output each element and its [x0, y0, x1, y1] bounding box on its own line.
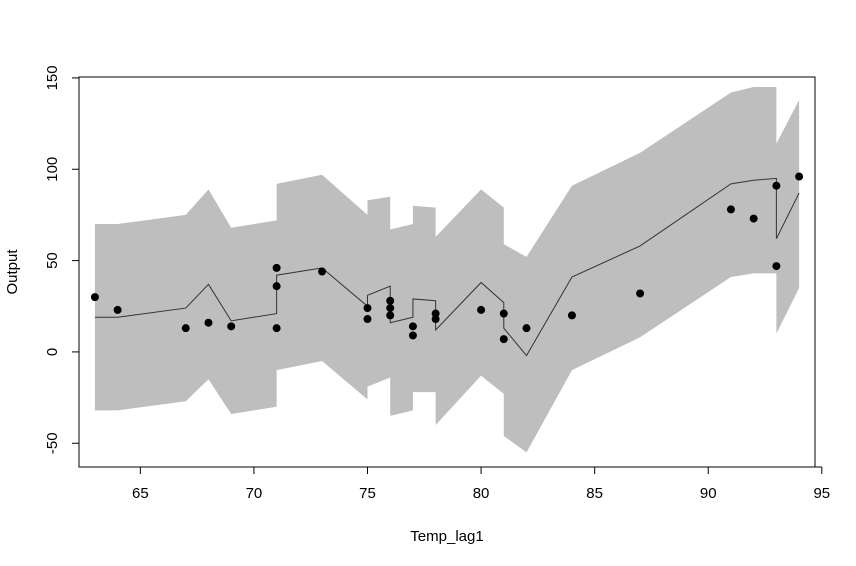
data-point	[272, 324, 281, 333]
x-axis: 65 70 75 80 85 90 95	[132, 466, 830, 502]
data-point	[181, 324, 190, 333]
data-point	[363, 315, 372, 324]
x-tick-label: 85	[586, 485, 603, 502]
data-point	[272, 282, 281, 291]
data-point	[522, 324, 531, 333]
y-axis-label: Output	[4, 249, 21, 295]
x-tick-label: 80	[473, 485, 490, 502]
data-point	[408, 322, 417, 331]
data-point	[204, 318, 213, 327]
y-tick-label: 100	[44, 157, 61, 182]
data-point	[636, 289, 645, 298]
data-point	[567, 311, 576, 320]
data-point	[363, 304, 372, 313]
fit-line	[94, 177, 800, 357]
data-point	[386, 311, 395, 320]
y-tick-label: 0	[44, 348, 61, 356]
data-point	[113, 305, 122, 314]
data-point	[499, 309, 508, 318]
data-point	[772, 262, 781, 271]
data-point	[408, 331, 417, 340]
y-tick-label: -50	[44, 432, 61, 454]
x-tick-label: 70	[246, 485, 263, 502]
y-axis: -50 0 50 100 150	[44, 65, 80, 454]
data-point	[772, 181, 781, 190]
data-point	[726, 205, 735, 214]
x-tick-label: 75	[359, 485, 376, 502]
prediction-band-layer	[94, 87, 800, 453]
data-point	[227, 322, 236, 331]
x-axis-label: Temp_lag1	[410, 528, 483, 545]
data-point	[795, 172, 804, 181]
data-point	[386, 304, 395, 313]
data-point	[272, 263, 281, 272]
x-tick-label: 95	[813, 485, 830, 502]
y-tick-label: 150	[44, 65, 61, 90]
data-point	[749, 214, 758, 223]
data-point	[90, 293, 99, 302]
prediction-band	[94, 87, 800, 453]
data-point	[499, 335, 508, 344]
y-tick-label: 50	[44, 252, 61, 269]
data-point	[431, 309, 440, 318]
x-tick-label: 90	[700, 485, 717, 502]
data-points-layer	[90, 172, 804, 344]
x-tick-label: 65	[132, 485, 149, 502]
data-point	[431, 315, 440, 324]
fit-line-layer	[94, 177, 800, 357]
data-point	[318, 267, 327, 276]
data-point	[477, 305, 486, 314]
data-point	[386, 296, 395, 305]
